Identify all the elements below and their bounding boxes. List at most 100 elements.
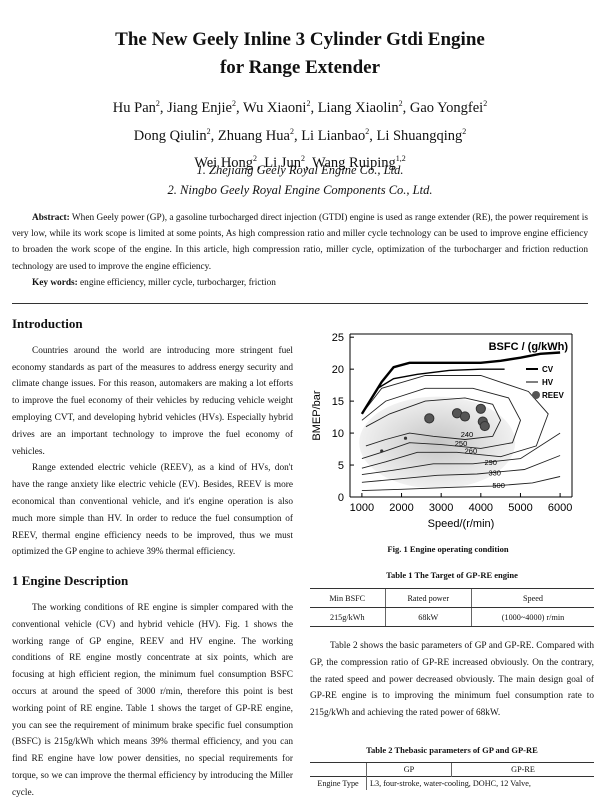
table-row: Engine Type L3, four-stroke, water-cooli… <box>310 776 594 790</box>
affiliation-mark: 2 <box>483 99 488 108</box>
table-header: GP-RE <box>451 762 594 777</box>
operating-path-dot <box>380 449 384 453</box>
section-1-paragraph: The working conditions of RE engine is s… <box>12 602 293 798</box>
contour-line <box>361 476 561 492</box>
series-reev-point <box>424 413 435 424</box>
x-tick-label: 4000 <box>469 502 493 514</box>
affiliation-2: 2. Ningbo Geely Royal Engine Components … <box>167 183 433 197</box>
table-1-caption: Table 1 The Target of GP-RE engine <box>386 570 518 580</box>
abstract-label: Abstract: <box>32 213 70 223</box>
contour-line <box>365 397 502 447</box>
legend-label: REEV <box>542 391 564 400</box>
affiliation-mark: 2 <box>365 126 370 136</box>
contour-label: 500 <box>492 481 505 490</box>
contour-line <box>361 375 549 469</box>
operating-path-dot <box>403 436 408 440</box>
contour-label: 250 <box>455 439 468 448</box>
legend-marker <box>532 391 540 399</box>
keywords-label: Key words: <box>32 277 78 288</box>
table-row: Min BSFC Rated power Speed <box>310 588 594 608</box>
section-1-heading: 1 Engine Description <box>12 573 129 589</box>
table-2-description: Table 2 shows the basic parameters of GP… <box>310 641 594 719</box>
author-name: Liang Xiaolin2 <box>317 99 403 116</box>
y-tick-label: 10 <box>332 428 344 440</box>
abstract: Abstract: When Geely power (GP), a gasol… <box>12 210 588 291</box>
affiliations: 1. Zhejiang Geely Royal Engine Co., Ltd.… <box>0 160 600 200</box>
contour-label: 290 <box>484 458 497 467</box>
abstract-text: When Geely power (GP), a gasoline turboc… <box>12 213 588 272</box>
author-line: Wei Hong2, Li Jun2, Wang Ruiping1,2 <box>194 154 406 172</box>
affiliation-mark: 2 <box>300 154 305 164</box>
left-column: Introduction Countries around the world … <box>12 316 293 802</box>
y-tick-label: 15 <box>332 396 344 408</box>
x-tick-label: 6000 <box>548 502 572 514</box>
y-tick-label: 20 <box>332 364 344 376</box>
affiliation-mark: 2 <box>253 154 258 164</box>
table-header: Min BSFC <box>310 588 386 608</box>
legend-label: CV <box>542 365 554 374</box>
author-name: Zhuang Hua2 <box>217 126 294 144</box>
contour-label: 330 <box>488 468 501 477</box>
author-name: Jiang Enjie2 <box>167 99 236 116</box>
contour-line <box>361 455 561 483</box>
affiliation-mark: 2 <box>306 99 311 108</box>
author-name: Dong Qiulin2 <box>133 126 211 144</box>
intro-paragraph-1: Countries around the world are introduci… <box>12 345 293 457</box>
affiliation-1: 1. Zhejiang Geely Royal Engine Co., Ltd. <box>196 163 404 177</box>
author-line: Dong Qiulin2, Zhuang Hua2, Li Lianbao2, … <box>133 126 467 144</box>
table-header: Rated power <box>384 588 472 608</box>
table-header: Speed <box>470 588 594 608</box>
efficiency-region <box>359 396 516 489</box>
author-list: Hu Pan2, Jiang Enjie2, Wu Xiaoni2, Liang… <box>0 92 600 175</box>
affiliation-mark: 2 <box>398 99 403 108</box>
series-reev-point <box>479 420 490 432</box>
contour-line <box>361 387 521 460</box>
table-cell: 215g/kWh <box>310 607 386 627</box>
table-cell: (1000~4000) r/min <box>470 607 594 627</box>
affiliation-mark: 1,2 <box>395 154 406 164</box>
table-cell: L3, four-stroke, water-cooling, DOHC, 12… <box>366 776 594 790</box>
keywords-text: engine efficiency, miller cycle, turboch… <box>77 277 276 288</box>
intro-heading: Introduction <box>12 316 83 331</box>
x-tick-label: 5000 <box>508 502 532 514</box>
author-name: Li Lianbao2 <box>301 126 370 144</box>
contour-label: 240 <box>461 430 474 439</box>
table-2-caption: Table 2 Thebasic parameters of GP and GP… <box>366 745 538 755</box>
title-line-2: for Range Extender <box>219 57 381 78</box>
affiliation-mark: 2 <box>231 99 236 108</box>
table-2: GP GP-RE Engine Type L3, four-stroke, wa… <box>310 762 594 790</box>
author-name: Li Shuangqing2 <box>376 126 467 144</box>
figure-1-caption: Fig. 1 Engine operating condition <box>387 544 509 554</box>
affiliation-mark: 2 <box>289 126 294 136</box>
table-cell: 68kW <box>384 607 472 627</box>
author-name: Gao Yongfei2 <box>409 99 488 116</box>
table-header <box>310 762 367 777</box>
paper-title: The New Geely Inline 3 Cylinder Gtdi Eng… <box>0 26 600 82</box>
intro-paragraph-2: Range extended electric vehicle (REEV), … <box>12 463 293 558</box>
contour-line <box>361 432 561 476</box>
contour-label: 260 <box>465 447 478 456</box>
affiliation-mark: 2 <box>206 126 211 136</box>
right-paragraph: Table 2 shows the basic parameters of GP… <box>310 638 594 722</box>
section-divider <box>12 303 588 304</box>
legend-label: HV <box>542 378 554 387</box>
engine-operating-chart: 1000 2000 3000 4000 5000 6000 0 5 10 15 20 25 Speed/… <box>311 332 573 530</box>
affiliation-mark: 2 <box>155 99 160 108</box>
author-name: Hu Pan2 <box>112 99 160 116</box>
table-row: 215g/kWh 68kW (1000~4000) r/min <box>310 607 594 627</box>
x-axis-label: Speed/(r/min) <box>428 518 495 530</box>
author-name: Wu Xiaoni2 <box>242 99 311 116</box>
table-header: GP <box>366 762 452 777</box>
series-reev-point <box>459 411 471 422</box>
y-axis-label: BMEP/bar <box>311 390 323 440</box>
y-tick-label: 25 <box>332 332 344 344</box>
table-row: GP GP-RE <box>310 762 594 777</box>
y-tick-label: 5 <box>338 460 344 472</box>
y-tick-label: 0 <box>338 492 344 504</box>
author-name: Wei Hong2 <box>194 154 258 172</box>
author-name: Li Jun2 <box>264 154 305 172</box>
title-line-1: The New Geely Inline 3 Cylinder Gtdi Eng… <box>115 29 485 50</box>
chart-title: BSFC / (g/kWh) <box>489 341 569 353</box>
series-hv-line <box>377 368 505 389</box>
affiliation-mark: 2 <box>462 126 467 136</box>
